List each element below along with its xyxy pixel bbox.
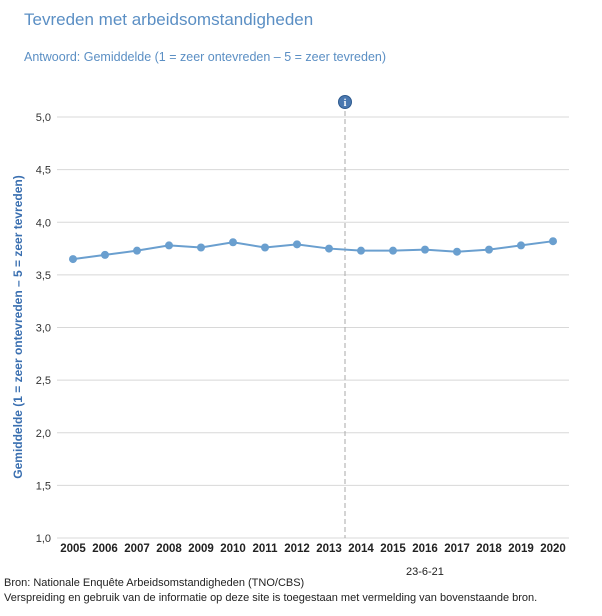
x-tick-label: 2010 [220,543,246,555]
y-tick-label: 4,5 [36,165,51,177]
series-gemiddelde [69,237,557,264]
data-point-2009 [197,243,205,252]
x-tick-label: 2017 [444,543,470,555]
y-tick-label: 2,5 [36,375,51,387]
y-tick-label: 3,5 [36,270,51,282]
data-point-2018 [485,245,493,254]
usage-notice: Verspreiding en gebruik van de informati… [4,592,538,604]
x-tick-label: 2005 [60,543,86,555]
y-axis-title: Gemiddelde (1 = zeer ontevreden – 5 = ze… [11,175,25,478]
chart-subtitle: Antwoord: Gemiddelde (1 = zeer ontevrede… [24,50,387,64]
data-point-2007 [133,246,141,255]
x-tick-label: 2018 [476,543,502,555]
data-point-2006 [101,250,109,259]
x-tick-label: 2008 [156,543,182,555]
y-tick-label: 5,0 [36,112,51,124]
info-icon: i [338,95,352,109]
data-point-2017 [453,247,461,256]
y-tick-label: 2,0 [36,428,51,440]
y-tick-label: 1,5 [36,480,51,492]
data-point-2010 [229,238,237,247]
series-line [72,240,554,261]
info-icon-circle [338,95,352,109]
chart-date: 23-6-21 [406,566,444,578]
gridlines [57,116,569,539]
x-tick-label: 2007 [124,543,150,555]
chart-title: Tevreden met arbeidsomstandigheden [24,10,314,29]
y-tick-label: 4,0 [36,217,51,229]
x-tick-label: 2012 [284,543,310,555]
source-text: Bron: Nationale Enquête Arbeidsomstandig… [4,577,305,589]
data-point-2013 [325,244,333,253]
x-tick-label: 2015 [380,543,406,555]
data-point-2005 [69,255,77,264]
info-icon-glyph: i [344,98,347,109]
x-tick-label: 2016 [412,543,438,555]
x-tick-label: 2019 [508,543,534,555]
x-tick-label: 2006 [92,543,118,555]
y-tick-label: 3,0 [36,323,51,335]
x-tick-label: 2009 [188,543,214,555]
data-point-2014 [357,246,365,255]
data-point-2020 [549,237,557,246]
x-tick-label: 2014 [348,543,374,555]
y-tick-label: 1,0 [36,533,51,545]
annotation: i [338,95,352,538]
x-tick-label: 2013 [316,543,342,555]
data-point-2012 [293,240,301,249]
y-axis-ticks: 1,0 1,5 2,0 2,5 3,0 3,5 4,0 4,5 5,0 [36,112,51,545]
x-tick-label: 2011 [253,543,279,555]
data-point-2016 [421,245,429,254]
data-point-2019 [517,241,525,250]
x-tick-label: 2020 [540,543,566,555]
data-point-2011 [261,243,269,252]
x-axis-ticks: 2005 2006 2007 2008 2009 2010 2011 2012 2013 2014… [60,543,566,555]
data-point-2008 [165,241,173,250]
data-point-2015 [389,246,397,255]
